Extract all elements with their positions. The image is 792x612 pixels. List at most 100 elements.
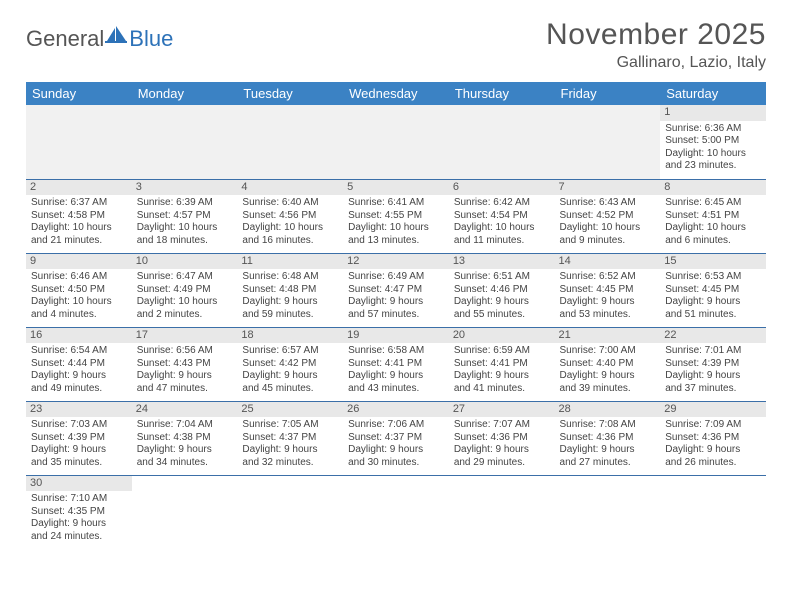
calendar-cell: 30Sunrise: 7:10 AMSunset: 4:35 PMDayligh… — [26, 475, 132, 549]
daylight-line-1: Daylight: 9 hours — [560, 370, 656, 383]
daylight-line-1: Daylight: 10 hours — [454, 222, 550, 235]
daylight-line-1: Daylight: 9 hours — [665, 370, 761, 383]
calendar-cell: 8Sunrise: 6:45 AMSunset: 4:51 PMDaylight… — [660, 179, 766, 253]
sunset-line: Sunset: 4:41 PM — [348, 358, 444, 371]
day-number: 29 — [660, 402, 766, 418]
calendar-cell-empty — [132, 105, 238, 179]
daylight-line-2: and 39 minutes. — [560, 383, 656, 396]
calendar-cell: 20Sunrise: 6:59 AMSunset: 4:41 PMDayligh… — [449, 327, 555, 401]
sunrise-line: Sunrise: 6:47 AM — [137, 271, 233, 284]
calendar-cell-empty — [237, 105, 343, 179]
sunset-line: Sunset: 4:55 PM — [348, 210, 444, 223]
daylight-line-2: and 24 minutes. — [31, 531, 127, 544]
calendar-cell: 12Sunrise: 6:49 AMSunset: 4:47 PMDayligh… — [343, 253, 449, 327]
daylight-line-2: and 35 minutes. — [31, 457, 127, 470]
day-number: 19 — [343, 328, 449, 344]
calendar-cell-empty — [343, 105, 449, 179]
daylight-line-1: Daylight: 9 hours — [137, 370, 233, 383]
sunset-line: Sunset: 4:44 PM — [31, 358, 127, 371]
daylight-line-1: Daylight: 9 hours — [31, 370, 127, 383]
calendar-cell: 22Sunrise: 7:01 AMSunset: 4:39 PMDayligh… — [660, 327, 766, 401]
calendar-cell: 4Sunrise: 6:40 AMSunset: 4:56 PMDaylight… — [237, 179, 343, 253]
day-number: 15 — [660, 254, 766, 270]
calendar-cell: 19Sunrise: 6:58 AMSunset: 4:41 PMDayligh… — [343, 327, 449, 401]
daylight-line-2: and 9 minutes. — [560, 235, 656, 248]
sunrise-line: Sunrise: 7:05 AM — [242, 419, 338, 432]
daylight-line-2: and 34 minutes. — [137, 457, 233, 470]
weekday-header: Monday — [132, 82, 238, 105]
sunset-line: Sunset: 4:51 PM — [665, 210, 761, 223]
sunrise-line: Sunrise: 7:06 AM — [348, 419, 444, 432]
sunset-line: Sunset: 4:40 PM — [560, 358, 656, 371]
daylight-line-2: and 21 minutes. — [31, 235, 127, 248]
calendar-cell: 7Sunrise: 6:43 AMSunset: 4:52 PMDaylight… — [555, 179, 661, 253]
day-number: 17 — [132, 328, 238, 344]
daylight-line-2: and 51 minutes. — [665, 309, 761, 322]
day-number: 11 — [237, 254, 343, 270]
sunset-line: Sunset: 4:45 PM — [560, 284, 656, 297]
sunset-line: Sunset: 4:57 PM — [137, 210, 233, 223]
daylight-line-1: Daylight: 10 hours — [665, 222, 761, 235]
daylight-line-2: and 32 minutes. — [242, 457, 338, 470]
sunset-line: Sunset: 4:45 PM — [665, 284, 761, 297]
day-number: 7 — [555, 180, 661, 196]
sunrise-line: Sunrise: 6:51 AM — [454, 271, 550, 284]
sunrise-line: Sunrise: 6:59 AM — [454, 345, 550, 358]
daylight-line-1: Daylight: 9 hours — [560, 444, 656, 457]
day-number: 30 — [26, 476, 132, 492]
daylight-line-2: and 13 minutes. — [348, 235, 444, 248]
sunrise-line: Sunrise: 7:07 AM — [454, 419, 550, 432]
calendar-cell: 28Sunrise: 7:08 AMSunset: 4:36 PMDayligh… — [555, 401, 661, 475]
calendar-row: 30Sunrise: 7:10 AMSunset: 4:35 PMDayligh… — [26, 475, 766, 549]
sunrise-line: Sunrise: 6:41 AM — [348, 197, 444, 210]
sunset-line: Sunset: 4:39 PM — [665, 358, 761, 371]
daylight-line-2: and 43 minutes. — [348, 383, 444, 396]
calendar-row: 2Sunrise: 6:37 AMSunset: 4:58 PMDaylight… — [26, 179, 766, 253]
sunrise-line: Sunrise: 6:54 AM — [31, 345, 127, 358]
daylight-line-1: Daylight: 10 hours — [560, 222, 656, 235]
daylight-line-2: and 53 minutes. — [560, 309, 656, 322]
daylight-line-2: and 23 minutes. — [665, 160, 761, 173]
calendar-cell: 10Sunrise: 6:47 AMSunset: 4:49 PMDayligh… — [132, 253, 238, 327]
daylight-line-2: and 6 minutes. — [665, 235, 761, 248]
daylight-line-1: Daylight: 9 hours — [31, 518, 127, 531]
calendar-cell-empty — [343, 475, 449, 549]
calendar-cell: 11Sunrise: 6:48 AMSunset: 4:48 PMDayligh… — [237, 253, 343, 327]
sunset-line: Sunset: 4:42 PM — [242, 358, 338, 371]
header: General Blue November 2025 Gallinaro, La… — [26, 18, 766, 72]
sunset-line: Sunset: 4:38 PM — [137, 432, 233, 445]
calendar-row: 16Sunrise: 6:54 AMSunset: 4:44 PMDayligh… — [26, 327, 766, 401]
day-number: 3 — [132, 180, 238, 196]
daylight-line-1: Daylight: 9 hours — [454, 370, 550, 383]
day-number: 25 — [237, 402, 343, 418]
calendar-row: 1Sunrise: 6:36 AMSunset: 5:00 PMDaylight… — [26, 105, 766, 179]
day-number: 13 — [449, 254, 555, 270]
calendar-cell-empty — [237, 475, 343, 549]
calendar-cell-empty — [555, 475, 661, 549]
daylight-line-2: and 18 minutes. — [137, 235, 233, 248]
sunset-line: Sunset: 4:58 PM — [31, 210, 127, 223]
daylight-line-1: Daylight: 9 hours — [137, 444, 233, 457]
calendar-cell: 9Sunrise: 6:46 AMSunset: 4:50 PMDaylight… — [26, 253, 132, 327]
sunset-line: Sunset: 4:46 PM — [454, 284, 550, 297]
daylight-line-1: Daylight: 9 hours — [242, 444, 338, 457]
daylight-line-1: Daylight: 9 hours — [665, 296, 761, 309]
daylight-line-2: and 57 minutes. — [348, 309, 444, 322]
daylight-line-2: and 26 minutes. — [665, 457, 761, 470]
calendar-cell: 17Sunrise: 6:56 AMSunset: 4:43 PMDayligh… — [132, 327, 238, 401]
sunrise-line: Sunrise: 6:53 AM — [665, 271, 761, 284]
sunrise-line: Sunrise: 6:57 AM — [242, 345, 338, 358]
calendar-body: 1Sunrise: 6:36 AMSunset: 5:00 PMDaylight… — [26, 105, 766, 549]
sunrise-line: Sunrise: 7:10 AM — [31, 493, 127, 506]
day-number: 24 — [132, 402, 238, 418]
day-number: 16 — [26, 328, 132, 344]
day-number: 8 — [660, 180, 766, 196]
location-text: Gallinaro, Lazio, Italy — [546, 54, 766, 72]
calendar-cell-empty — [449, 105, 555, 179]
sunset-line: Sunset: 4:56 PM — [242, 210, 338, 223]
day-number: 26 — [343, 402, 449, 418]
calendar-cell: 24Sunrise: 7:04 AMSunset: 4:38 PMDayligh… — [132, 401, 238, 475]
sunrise-line: Sunrise: 6:49 AM — [348, 271, 444, 284]
day-number: 28 — [555, 402, 661, 418]
day-number: 22 — [660, 328, 766, 344]
